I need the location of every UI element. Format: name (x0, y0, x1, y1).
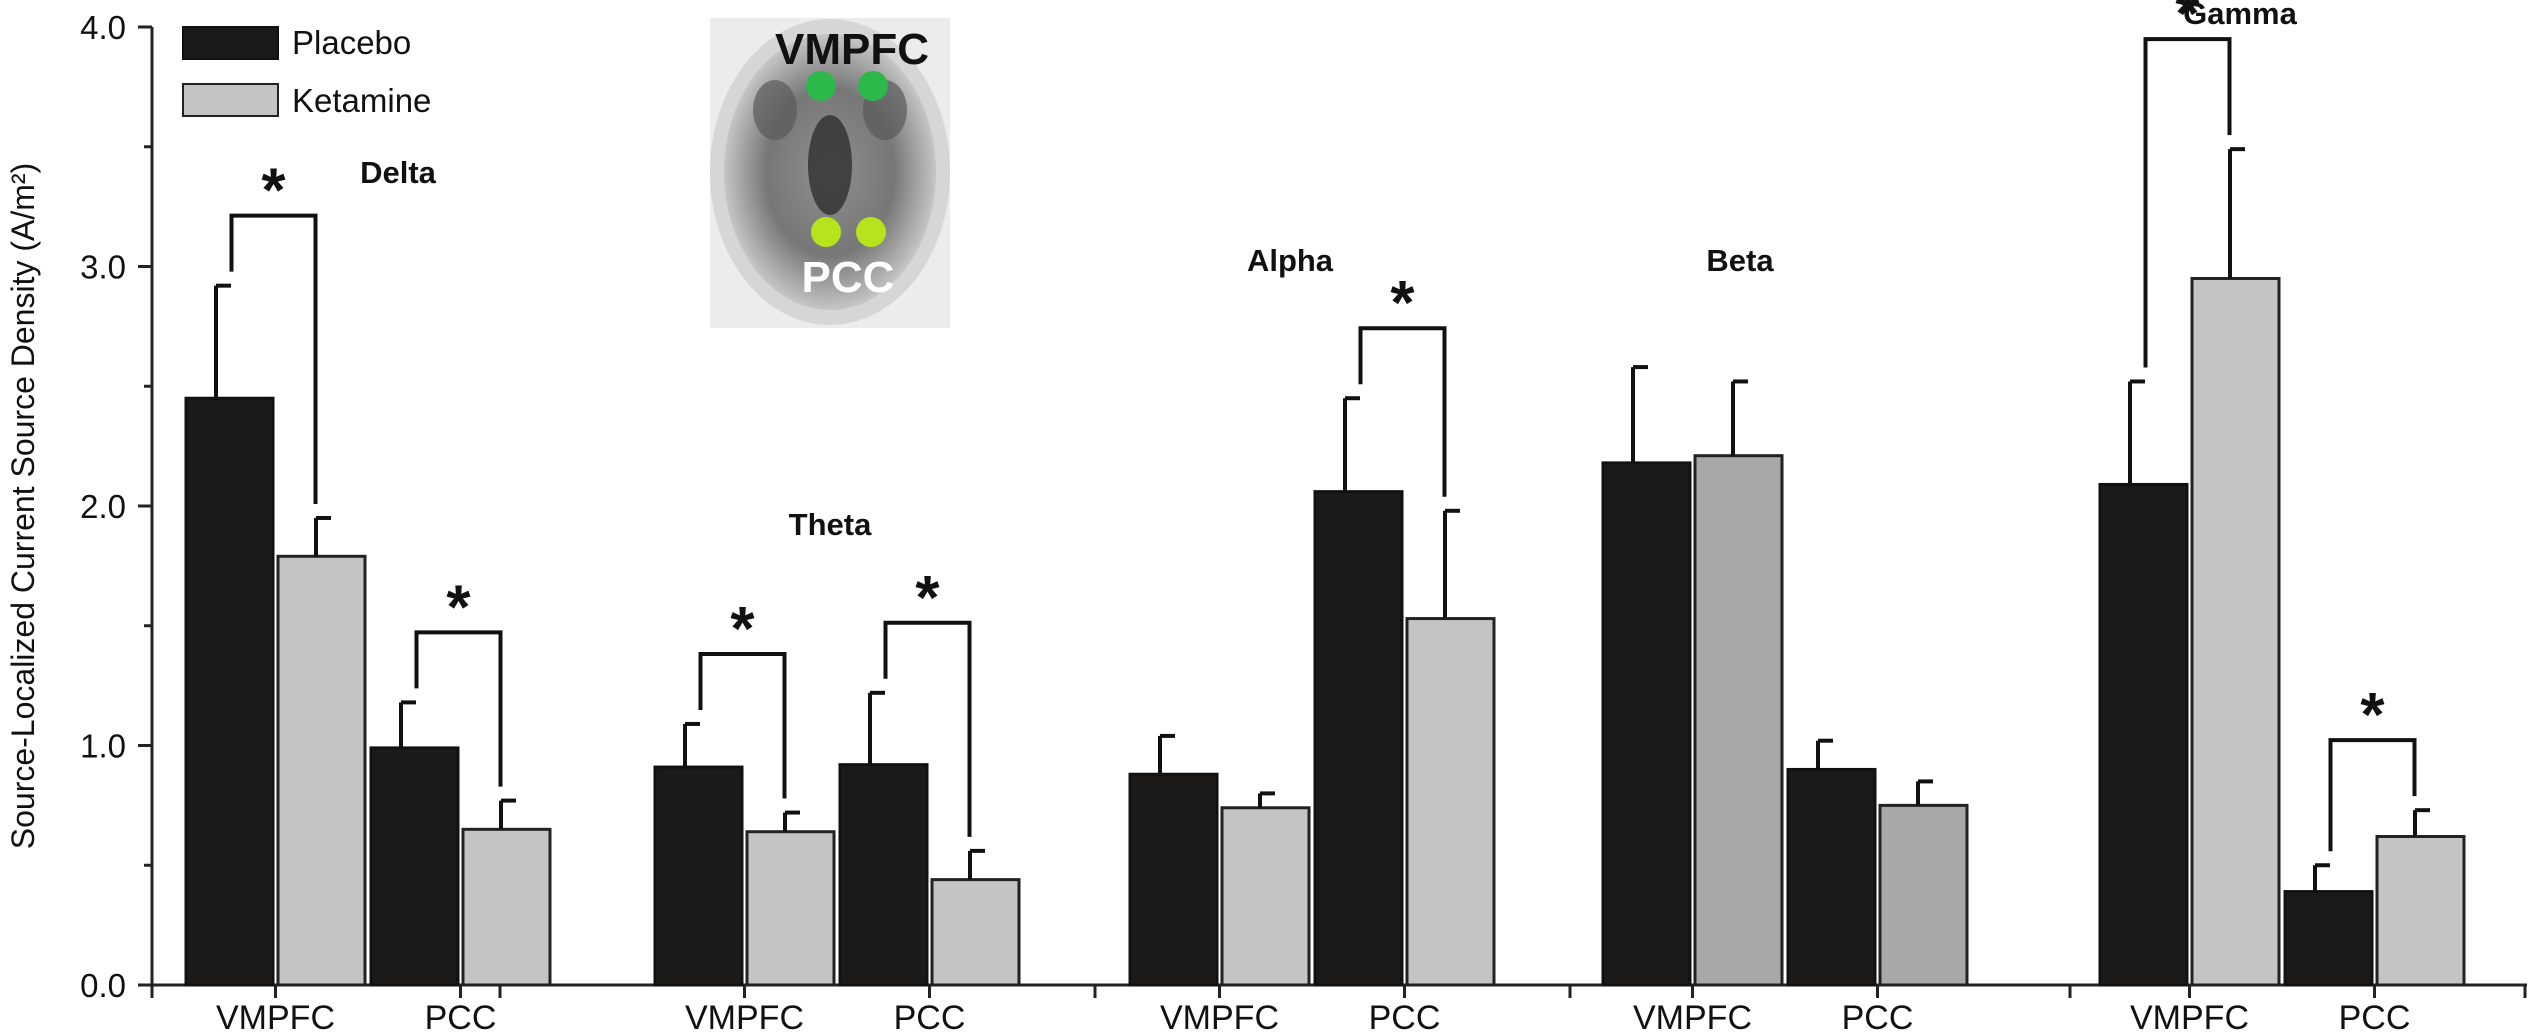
bar-ketamine-theta-vmpfc (745, 830, 836, 987)
significance-layer: * * * * * * * (229, 0, 2417, 852)
pcc-marker-right (856, 217, 886, 247)
significance-bracket (2143, 37, 2232, 368)
band-label-gamma: Gamma (2183, 0, 2297, 31)
category-label-vmpfc: VMPFC (685, 999, 804, 1035)
category-label-vmpfc: VMPFC (2130, 999, 2249, 1035)
significance-bracket (883, 620, 972, 837)
significance-bracket (1358, 326, 1447, 497)
bar-ketamine-alpha-pcc (1405, 617, 1496, 987)
category-labels-layer: VMPFC PCC VMPFC PCC VMPFC PCC VMPFC PCC VMPFC PCC (216, 999, 2410, 1035)
bar-placebo-theta-pcc (838, 763, 929, 987)
significance-star: * (2175, 0, 2200, 49)
bar-ketamine-alpha-vmpfc (1220, 806, 1311, 987)
vmpfc-marker-right (858, 71, 888, 101)
legend-label-ketamine: Ketamine (292, 82, 431, 119)
legend-swatch-placebo (182, 26, 279, 60)
brain-label-vmpfc: VMPFC (775, 25, 929, 74)
category-label-pcc: PCC (425, 999, 497, 1035)
significance-bracket (414, 630, 503, 787)
category-label-vmpfc: VMPFC (1160, 999, 1279, 1035)
bar-placebo-delta-vmpfc (184, 396, 275, 987)
y-tick-label: 1.0 (80, 728, 126, 765)
bar-ketamine-beta-pcc (1878, 803, 1969, 987)
bar-ketamine-gamma-pcc (2375, 835, 2466, 987)
pcc-marker-left (811, 217, 841, 247)
bar-ketamine-gamma-vmpfc (2190, 276, 2281, 987)
significance-star: * (1390, 269, 1415, 338)
significance-star: * (261, 157, 286, 226)
band-label-delta: Delta (360, 155, 437, 190)
category-label-pcc: PCC (1369, 999, 1441, 1035)
category-label-vmpfc: VMPFC (216, 999, 335, 1035)
bar-placebo-gamma-vmpfc (2098, 482, 2189, 987)
band-label-alpha: Alpha (1247, 243, 1334, 278)
significance-bracket (698, 651, 787, 799)
x-axis-ticks (150, 985, 2527, 998)
y-tick-label: 4.0 (80, 9, 126, 46)
significance-star: * (915, 564, 940, 633)
category-label-pcc: PCC (1842, 999, 1914, 1035)
bar-placebo-delta-pcc (369, 746, 460, 987)
y-tick-label: 2.0 (80, 488, 126, 525)
category-label-vmpfc: VMPFC (1633, 999, 1752, 1035)
bar-placebo-theta-vmpfc (653, 765, 744, 987)
significance-star: * (2360, 681, 2385, 750)
legend: Placebo Ketamine (182, 24, 431, 119)
bar-ketamine-delta-vmpfc (276, 554, 367, 987)
bar-ketamine-delta-pcc (461, 827, 552, 987)
bar-placebo-beta-pcc (1786, 767, 1877, 987)
bar-placebo-alpha-pcc (1313, 490, 1404, 987)
bar-placebo-alpha-vmpfc (1128, 772, 1219, 987)
y-axis-label: Source-Localized Current Source Density … (5, 163, 41, 849)
brain-midline (808, 115, 852, 215)
bar-ketamine-beta-vmpfc (1693, 454, 1784, 987)
category-label-pcc: PCC (2339, 999, 2411, 1035)
significance-star: * (730, 595, 755, 664)
legend-swatch-ketamine (182, 83, 279, 117)
band-label-beta: Beta (1706, 243, 1774, 278)
significance-bracket (229, 213, 318, 504)
significance-bracket (2328, 738, 2417, 852)
band-labels-layer: Delta Theta Alpha Beta Gamma (360, 0, 2298, 542)
bars-layer (184, 147, 2466, 987)
bar-placebo-beta-vmpfc (1601, 461, 1692, 987)
category-label-pcc: PCC (894, 999, 966, 1035)
vmpfc-marker-left (806, 71, 836, 101)
y-tick-label: 0.0 (80, 967, 126, 1004)
bar-placebo-gamma-pcc (2283, 890, 2374, 987)
y-axis-ticks: 0.0 1.0 2.0 3.0 4.0 (80, 9, 152, 1004)
brain-inset: VMPFC PCC (710, 18, 950, 328)
band-label-theta: Theta (789, 507, 872, 542)
brain-label-pcc: PCC (802, 253, 895, 302)
legend-label-placebo: Placebo (292, 24, 411, 61)
brain-orbit-left (753, 80, 797, 140)
y-tick-label: 3.0 (80, 249, 126, 286)
bar-ketamine-theta-pcc (930, 878, 1021, 987)
significance-star: * (446, 573, 471, 642)
